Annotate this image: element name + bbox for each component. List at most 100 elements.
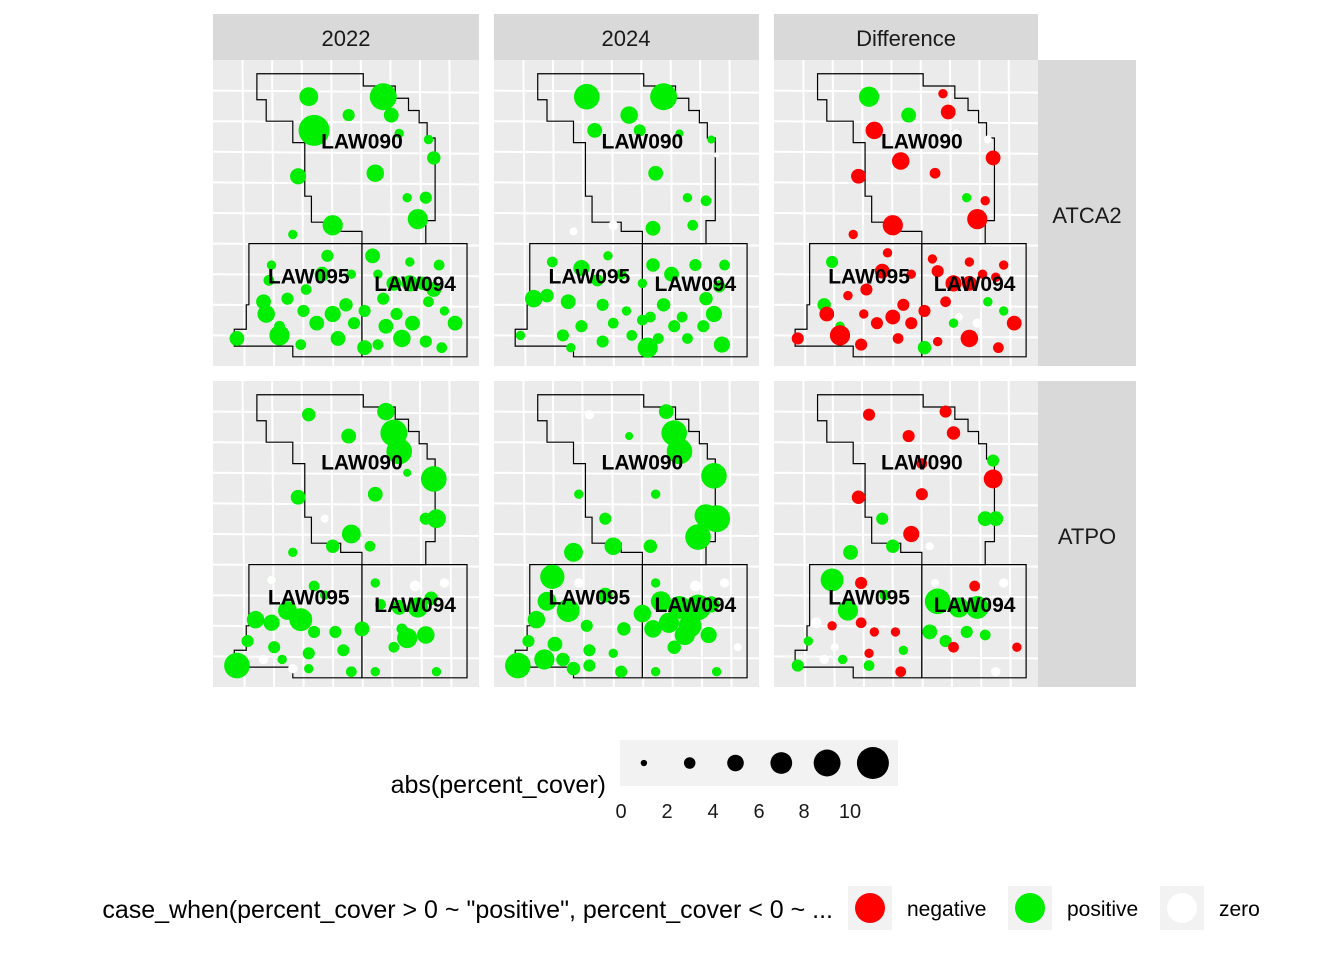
- data-point-negative: [980, 196, 990, 206]
- data-point-positive: [537, 591, 557, 611]
- data-point-negative: [906, 269, 916, 279]
- data-point-positive: [423, 134, 434, 145]
- grid-line: [212, 655, 480, 660]
- data-point-positive: [299, 87, 319, 107]
- data-point-positive: [566, 661, 581, 676]
- data-point-positive: [633, 124, 646, 137]
- data-point-positive: [646, 258, 660, 272]
- data-point-negative: [927, 254, 938, 264]
- data-point-positive: [268, 641, 281, 654]
- data-point-positive: [546, 256, 558, 268]
- data-point-negative: [865, 121, 884, 140]
- data-point-positive: [375, 599, 386, 610]
- data-point-positive: [300, 284, 312, 295]
- grid-line: [493, 334, 760, 339]
- data-point-positive: [370, 578, 380, 588]
- legend-swatch-zero: [1167, 893, 1197, 923]
- size-legend-bar: [620, 740, 898, 786]
- parcel-label-law095: LAW095: [549, 586, 631, 609]
- data-point-positive: [603, 251, 613, 261]
- data-point-positive: [397, 627, 418, 649]
- legend-label-zero: zero: [1219, 898, 1260, 921]
- data-point-positive: [644, 620, 662, 638]
- legend-swatch-negative: [855, 893, 885, 923]
- data-point-positive: [367, 486, 383, 502]
- data-point-negative: [897, 298, 910, 311]
- data-point-negative: [855, 338, 868, 351]
- grid-line: [212, 120, 480, 125]
- size-tick-label: 2: [661, 801, 672, 823]
- data-point-positive: [241, 635, 254, 648]
- point-layer: [224, 402, 450, 679]
- facet-panel-2022-atpo: LAW090 LAW095 LAW094: [213, 381, 479, 687]
- data-point-positive: [580, 619, 593, 632]
- data-point-positive: [791, 659, 804, 672]
- data-point-zero: [733, 643, 742, 652]
- data-point-positive: [366, 164, 385, 182]
- data-point-positive: [320, 590, 330, 600]
- data-point-positive: [682, 333, 693, 344]
- data-point-positive: [703, 596, 720, 613]
- data-point-positive: [917, 340, 932, 355]
- data-point-negative: [961, 275, 977, 291]
- data-point-positive: [436, 342, 448, 354]
- data-point-positive: [948, 597, 969, 618]
- data-point-positive: [924, 588, 951, 615]
- data-point-negative: [983, 469, 1003, 489]
- data-point-positive: [703, 505, 731, 533]
- data-point-negative: [938, 88, 948, 99]
- parcel-label-law090: LAW090: [321, 452, 403, 475]
- data-point-positive: [354, 621, 370, 637]
- data-point-positive: [346, 269, 357, 279]
- data-point-positive: [547, 636, 563, 652]
- data-point-positive: [288, 547, 298, 558]
- data-point-positive: [666, 438, 693, 465]
- data-point-positive: [687, 219, 699, 231]
- data-point-positive: [898, 645, 909, 655]
- parcel-label-law090: LAW090: [881, 131, 963, 154]
- data-point-positive: [826, 255, 839, 269]
- data-point-zero: [991, 667, 1001, 677]
- data-point-zero: [574, 578, 584, 588]
- data-point-zero: [810, 617, 822, 629]
- data-point-positive: [347, 317, 361, 330]
- data-point-negative: [855, 576, 868, 590]
- data-point-positive: [620, 106, 638, 124]
- data-point-positive: [668, 595, 691, 619]
- data-point-negative: [915, 488, 928, 501]
- data-point-positive: [540, 288, 554, 303]
- data-point-positive: [858, 86, 880, 107]
- color-legend: case_when(percent_cover > 0 ~ "positive"…: [102, 886, 1260, 930]
- data-point-positive: [713, 280, 726, 293]
- grid-line: [728, 59, 733, 367]
- grid-line: [773, 655, 1039, 660]
- size-legend-title: abs(percent_cover): [391, 771, 606, 799]
- data-point-positive: [342, 109, 355, 122]
- column-strip-2024: 2024: [494, 14, 759, 60]
- data-point-positive: [837, 600, 859, 621]
- data-point-positive: [433, 259, 445, 271]
- data-point-positive: [617, 622, 631, 636]
- data-point-positive: [988, 511, 1004, 527]
- data-point-negative: [946, 426, 961, 440]
- data-point-positive: [257, 305, 275, 323]
- data-point-positive: [339, 298, 353, 312]
- data-point-positive: [626, 330, 638, 341]
- data-point-zero: [569, 227, 578, 236]
- facet-panel-2024-atpo: LAW090 LAW095 LAW094: [494, 381, 759, 687]
- size-legend-key: [770, 752, 793, 774]
- data-point-positive: [419, 191, 432, 204]
- column-strip-label: 2024: [602, 26, 651, 51]
- data-point-negative: [895, 666, 907, 678]
- data-point-positive: [394, 128, 404, 139]
- data-point-positive: [583, 644, 596, 657]
- grid-line: [448, 380, 453, 688]
- data-point-positive: [637, 314, 648, 326]
- data-point-positive: [337, 644, 350, 657]
- data-point-negative: [998, 260, 1009, 270]
- grid-line: [1007, 59, 1012, 367]
- data-point-negative: [870, 317, 884, 330]
- point-layer: [791, 86, 1022, 355]
- data-point-positive: [423, 296, 434, 308]
